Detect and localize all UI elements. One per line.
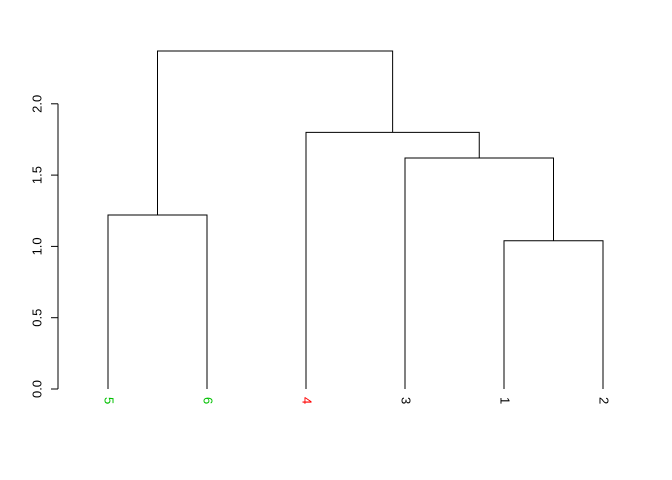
leaf-label-4: 4 [300,397,315,404]
leaf-labels: 5 6 4 3 1 2 [102,397,612,404]
dendrogram-merge-5 [158,51,393,215]
leaf-label-6: 6 [201,397,216,404]
y-tick-label: 0.0 [29,380,44,398]
y-tick-label: 0.5 [29,309,44,327]
leaf-label-1: 1 [498,397,513,404]
y-axis: 0.0 0.5 1.0 1.5 2.0 [29,95,58,398]
dendrogram-merge-4 [306,132,479,389]
dendrogram-merge-3 [405,158,554,389]
leaf-label-2: 2 [597,397,612,404]
dendrogram-merge-1 [108,215,207,389]
leaf-label-5: 5 [102,397,117,404]
y-tick-label: 2.0 [29,95,44,113]
dendrogram-merge-2 [504,241,603,389]
y-tick-label: 1.5 [29,166,44,184]
leaf-label-3: 3 [399,397,414,404]
y-tick-label: 1.0 [29,237,44,255]
dendrogram-branches [108,51,603,389]
